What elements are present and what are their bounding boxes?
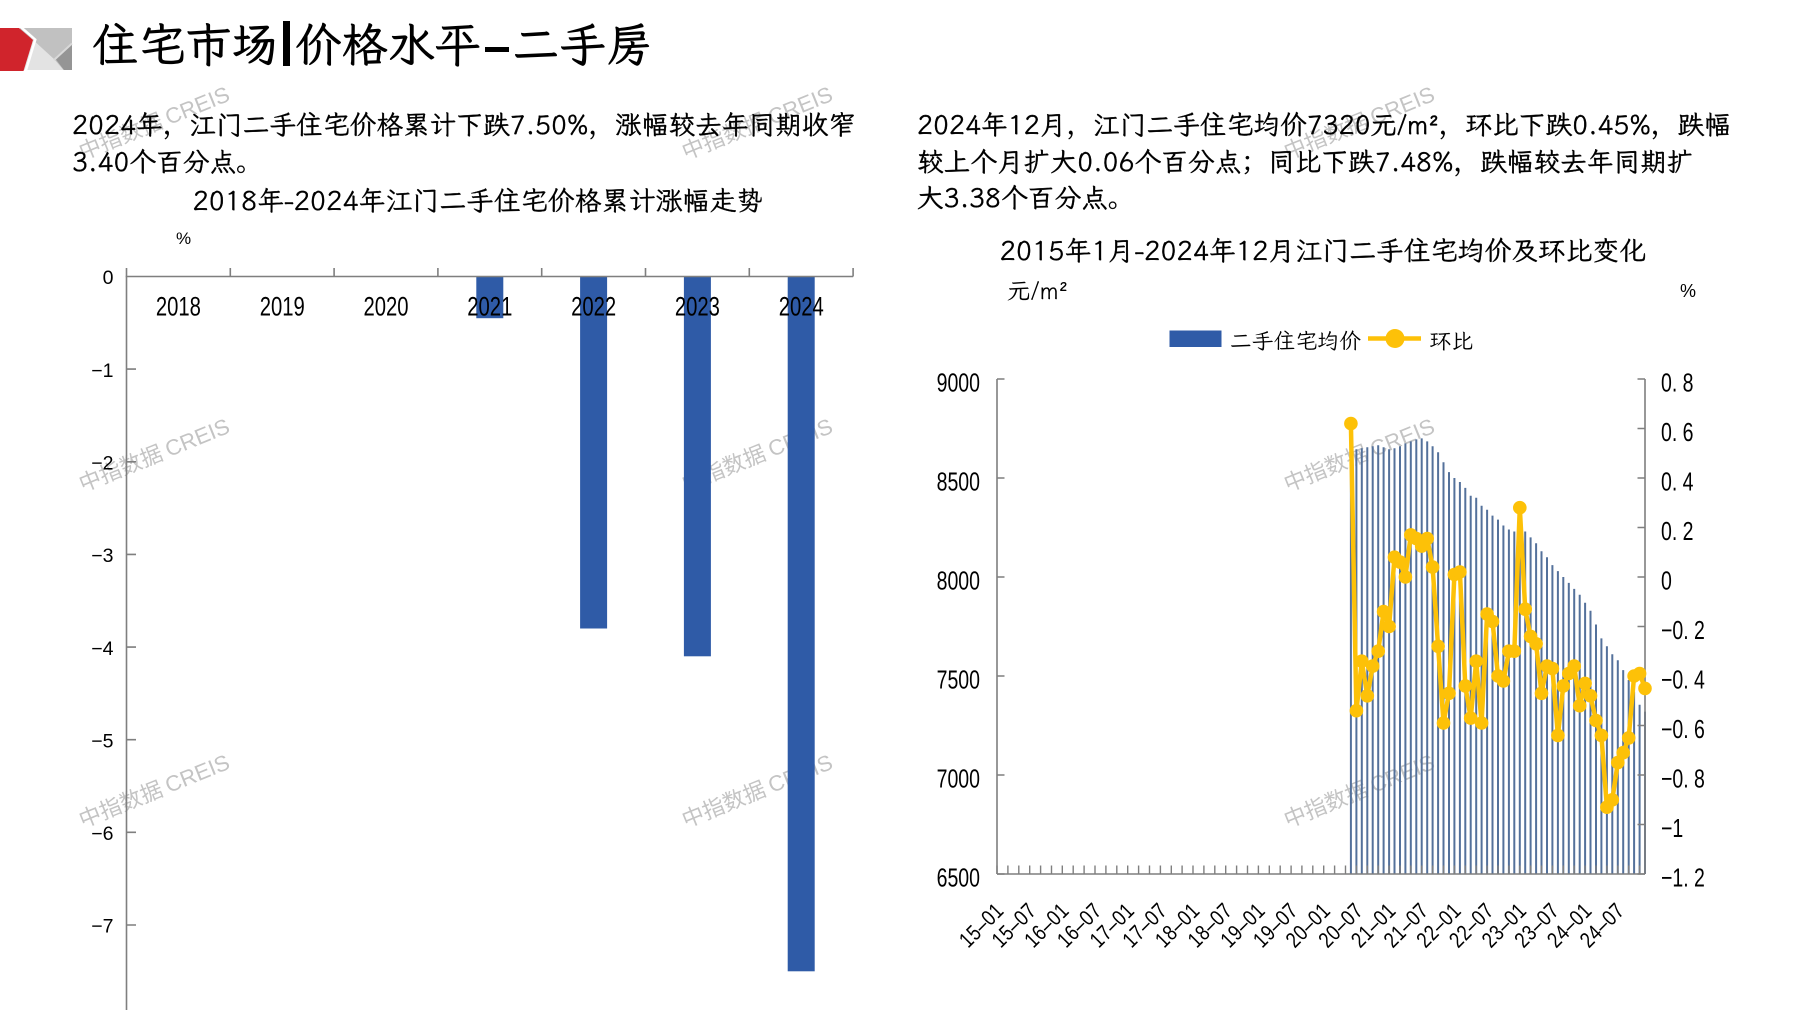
svg-text:中指数据 CREIS: 中指数据 CREIS	[1278, 409, 1438, 499]
svg-text:8500: 8500	[937, 467, 980, 496]
svg-text:6500: 6500	[937, 863, 980, 892]
svg-text:0. 4: 0. 4	[1661, 467, 1694, 496]
svg-text:2021: 2021	[467, 292, 512, 323]
svg-text:2018: 2018	[156, 292, 201, 323]
svg-text:2023: 2023	[675, 292, 720, 323]
svg-text:9000: 9000	[937, 368, 980, 397]
svg-text:二手住宅均价: 二手住宅均价	[1230, 328, 1361, 356]
svg-text:中指数据 CREIS: 中指数据 CREIS	[1278, 745, 1438, 835]
svg-text:−4: −4	[91, 638, 113, 660]
svg-text:环比: 环比	[1430, 328, 1474, 356]
svg-text:0: 0	[1661, 566, 1672, 595]
svg-text:0: 0	[103, 267, 114, 289]
svg-text:−5: −5	[91, 730, 113, 752]
svg-text:7000: 7000	[937, 764, 980, 793]
svg-text:0. 2: 0. 2	[1661, 516, 1694, 545]
svg-text:−6: −6	[91, 823, 113, 845]
svg-text:2024: 2024	[779, 292, 824, 323]
svg-text:7500: 7500	[937, 665, 980, 694]
svg-text:2019: 2019	[260, 292, 305, 323]
svg-text:0. 6: 0. 6	[1661, 417, 1694, 446]
svg-text:−1: −1	[1661, 813, 1683, 842]
svg-text:−2: −2	[91, 453, 113, 475]
svg-text:−0. 2: −0. 2	[1661, 615, 1705, 644]
svg-text:元/m²: 元/m²	[1007, 274, 1068, 306]
svg-text:−7: −7	[91, 916, 113, 938]
svg-text:%: %	[176, 229, 191, 248]
svg-text:0. 8: 0. 8	[1661, 368, 1694, 397]
svg-text:−0. 4: −0. 4	[1661, 665, 1705, 694]
svg-text:%: %	[1680, 281, 1696, 301]
svg-text:2020: 2020	[363, 292, 408, 323]
svg-text:中指数据 CREIS: 中指数据 CREIS	[73, 745, 233, 835]
svg-text:−1. 2: −1. 2	[1661, 863, 1705, 892]
svg-text:−0. 6: −0. 6	[1661, 714, 1705, 743]
svg-text:2022: 2022	[571, 292, 616, 323]
svg-text:−3: −3	[91, 545, 113, 567]
svg-text:−0. 8: −0. 8	[1661, 764, 1705, 793]
svg-text:−1: −1	[91, 360, 113, 382]
svg-text:8000: 8000	[937, 566, 980, 595]
